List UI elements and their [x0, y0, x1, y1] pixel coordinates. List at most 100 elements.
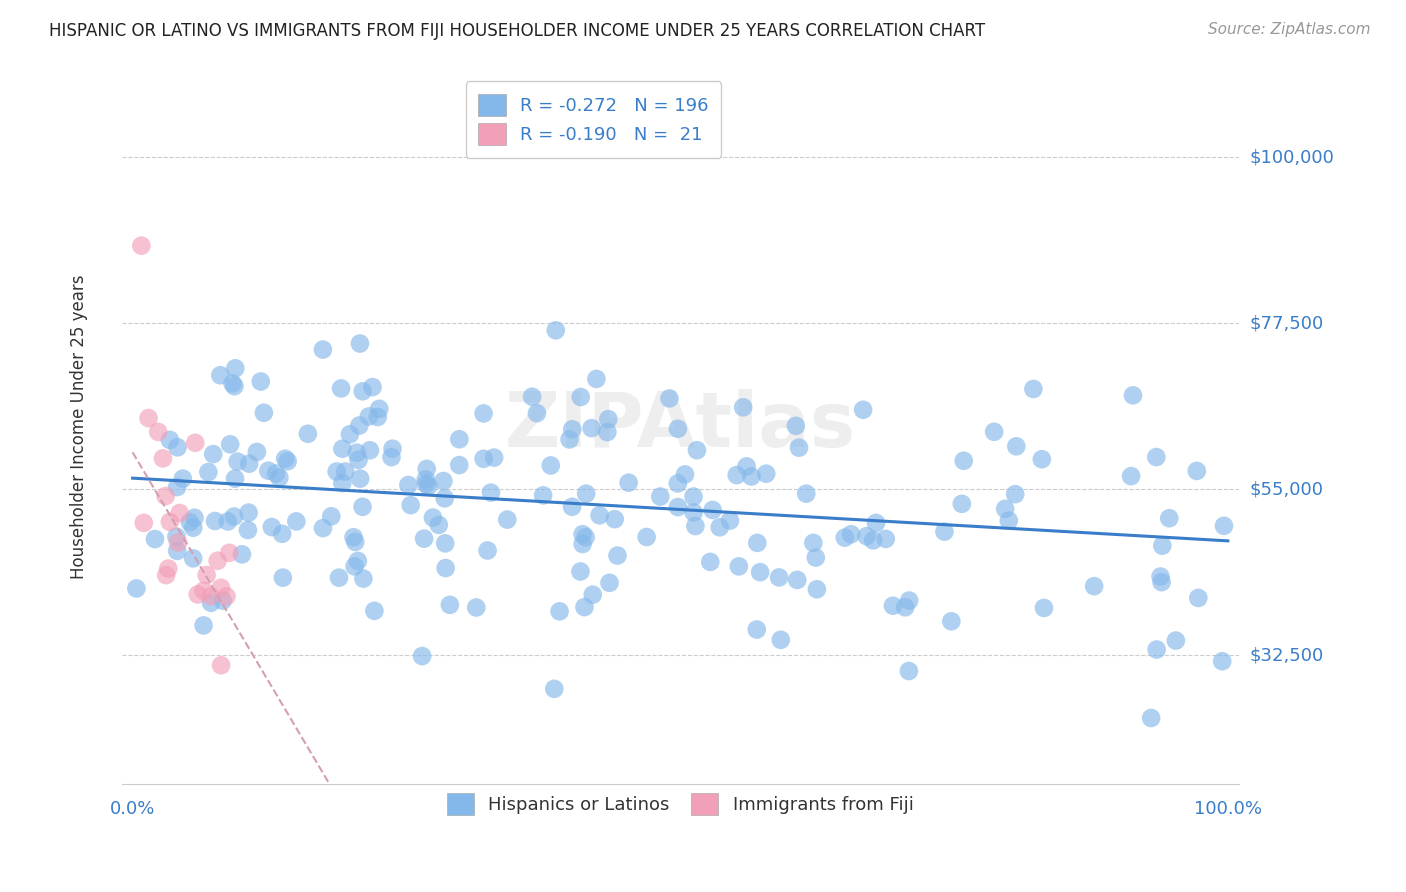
- Point: [735, 459, 758, 474]
- Point: [1031, 452, 1053, 467]
- Point: [727, 559, 749, 574]
- Point: [439, 598, 461, 612]
- Point: [195, 568, 218, 582]
- Point: [1083, 579, 1105, 593]
- Point: [449, 432, 471, 446]
- Point: [187, 587, 209, 601]
- Point: [526, 406, 548, 420]
- Point: [686, 443, 709, 458]
- Point: [125, 582, 148, 596]
- Point: [1122, 388, 1144, 402]
- Point: [415, 462, 437, 476]
- Point: [855, 529, 877, 543]
- Point: [582, 588, 605, 602]
- Point: [569, 565, 592, 579]
- Point: [1152, 539, 1174, 553]
- Point: [224, 472, 246, 486]
- Point: [839, 527, 862, 541]
- Point: [561, 422, 583, 436]
- Point: [543, 681, 565, 696]
- Point: [673, 467, 696, 482]
- Point: [349, 418, 371, 433]
- Point: [588, 508, 610, 523]
- Point: [786, 573, 808, 587]
- Point: [1164, 633, 1187, 648]
- Point: [226, 455, 249, 469]
- Point: [169, 506, 191, 520]
- Point: [434, 536, 457, 550]
- Point: [852, 402, 875, 417]
- Point: [271, 571, 294, 585]
- Point: [740, 469, 762, 483]
- Point: [617, 475, 640, 490]
- Point: [898, 593, 921, 607]
- Point: [699, 555, 721, 569]
- Point: [325, 465, 347, 479]
- Point: [166, 480, 188, 494]
- Point: [472, 406, 495, 420]
- Point: [725, 468, 748, 483]
- Point: [1144, 450, 1167, 464]
- Point: [193, 583, 215, 598]
- Point: [575, 530, 598, 544]
- Point: [449, 458, 471, 472]
- Point: [422, 510, 444, 524]
- Point: [801, 536, 824, 550]
- Point: [415, 472, 437, 486]
- Point: [166, 544, 188, 558]
- Point: [666, 422, 689, 436]
- Point: [172, 472, 194, 486]
- Text: Householder Income Under 25 years: Householder Income Under 25 years: [70, 274, 89, 579]
- Point: [658, 392, 681, 406]
- Point: [599, 575, 621, 590]
- Point: [685, 519, 707, 533]
- Point: [702, 503, 724, 517]
- Point: [581, 421, 603, 435]
- Point: [285, 515, 308, 529]
- Point: [1187, 591, 1209, 605]
- Point: [574, 600, 596, 615]
- Point: [666, 500, 689, 514]
- Point: [561, 500, 583, 514]
- Point: [882, 599, 904, 613]
- Point: [571, 527, 593, 541]
- Point: [934, 524, 956, 539]
- Point: [236, 523, 259, 537]
- Point: [411, 648, 433, 663]
- Point: [222, 509, 245, 524]
- Point: [540, 458, 562, 473]
- Point: [834, 531, 856, 545]
- Point: [363, 604, 385, 618]
- Point: [202, 447, 225, 461]
- Point: [952, 454, 974, 468]
- Point: [181, 551, 204, 566]
- Point: [745, 623, 768, 637]
- Point: [482, 450, 505, 465]
- Point: [231, 547, 253, 561]
- Point: [321, 509, 343, 524]
- Point: [997, 514, 1019, 528]
- Point: [666, 476, 689, 491]
- Point: [606, 549, 628, 563]
- Point: [217, 515, 239, 529]
- Point: [274, 451, 297, 466]
- Point: [357, 409, 380, 424]
- Point: [183, 510, 205, 524]
- Point: [343, 559, 366, 574]
- Point: [768, 570, 790, 584]
- Point: [575, 486, 598, 500]
- Point: [544, 323, 567, 337]
- Point: [1033, 601, 1056, 615]
- Point: [339, 427, 361, 442]
- Point: [342, 530, 364, 544]
- Point: [520, 390, 543, 404]
- Point: [983, 425, 1005, 439]
- Point: [432, 474, 454, 488]
- Point: [787, 441, 810, 455]
- Text: Source: ZipAtlas.com: Source: ZipAtlas.com: [1208, 22, 1371, 37]
- Point: [330, 476, 353, 491]
- Point: [1119, 469, 1142, 483]
- Point: [994, 501, 1017, 516]
- Point: [347, 554, 370, 568]
- Point: [159, 433, 181, 447]
